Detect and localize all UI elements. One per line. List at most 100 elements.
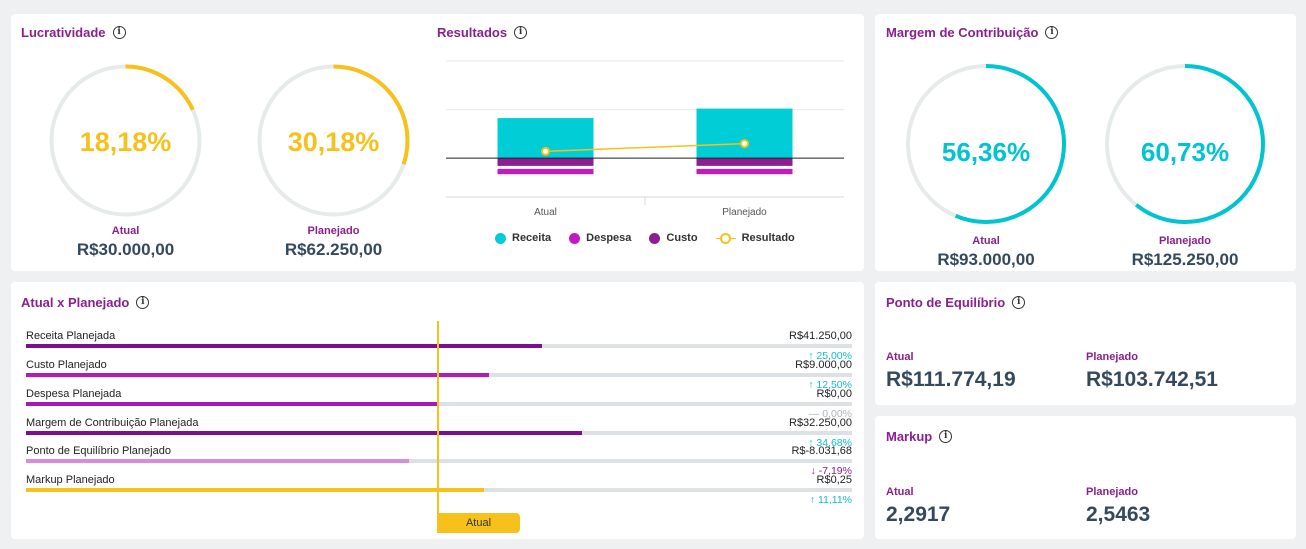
- atual-x-planejado-card: Atual x Planejado i Receita Planejada R$4…: [11, 282, 864, 539]
- markup-planejado-value: 2,5463: [1086, 503, 1151, 526]
- row-label: Custo Planejado: [26, 359, 107, 371]
- row-delta: ↑ 12,50%: [808, 379, 852, 391]
- legend-label: Despesa: [586, 232, 632, 244]
- markup-title-text: Markup: [886, 429, 933, 444]
- legend-swatch: [649, 232, 661, 244]
- margem-planejado-caption: Planejado: [1159, 235, 1211, 247]
- resultados-chart: Atual Planejado: [446, 60, 844, 218]
- row-fill: [26, 402, 439, 406]
- delta-value: 25,00%: [816, 350, 852, 362]
- row-delta: — 0,00%: [809, 408, 852, 420]
- row-delta: ↑ 34,68%: [808, 437, 852, 449]
- lucratividade-resultados-card: Lucratividade i 18,18% Atual R$30.000,00…: [11, 14, 864, 271]
- info-icon[interactable]: i: [1012, 296, 1026, 309]
- delta-arrow-icon: ↑: [809, 494, 816, 506]
- info-icon[interactable]: i: [1045, 26, 1059, 39]
- atual-marker-line: [437, 321, 439, 533]
- markup-title: Markup i: [886, 429, 953, 444]
- bar-custo: [497, 158, 594, 166]
- delta-arrow-icon: ↑: [808, 379, 814, 391]
- row-track: [26, 488, 852, 492]
- legend-receita[interactable]: Receita: [495, 232, 551, 244]
- resultados-title-text: Resultados: [437, 25, 508, 40]
- resultado-point: [740, 139, 749, 149]
- resultado-point: [541, 146, 550, 156]
- delta-value: 11,11%: [817, 494, 852, 506]
- lucratividade-title-text: Lucratividade: [21, 25, 106, 40]
- delta-value: 12,50%: [816, 379, 852, 391]
- row-fill: [26, 488, 485, 492]
- row-label: Receita Planejada: [26, 330, 116, 342]
- row-fill: [26, 344, 543, 348]
- row-value: R$41.250,00: [789, 330, 852, 342]
- lucratividade-atual-gauge: 18,18% Atual R$30.000,00: [48, 63, 203, 259]
- legend-label: Receita: [512, 232, 552, 244]
- resultado-line: [545, 142, 745, 153]
- lucratividade-planejado-percent: 30,18%: [287, 127, 380, 157]
- lucratividade-atual-amount: R$30.000,00: [76, 240, 175, 259]
- x-tick-label: Atual: [534, 207, 557, 218]
- markup-atual-caption: Atual: [886, 486, 914, 498]
- margem-planejado-gauge: 60,73% Planejado R$125.250,00: [1104, 63, 1266, 269]
- row-label: Ponto de Equilíbrio Planejado: [26, 445, 171, 457]
- ponto-equilibrio-title-text: Ponto de Equilíbrio: [886, 295, 1006, 310]
- lucratividade-title: Lucratividade i: [21, 25, 126, 40]
- markup-planejado-caption: Planejado: [1086, 486, 1138, 498]
- legend-custo[interactable]: Custo: [649, 232, 698, 244]
- row-track: [26, 344, 852, 348]
- resultados-title: Resultados i: [437, 25, 528, 40]
- bar-despesa: [696, 168, 793, 175]
- ponto-equilibrio-planejado-caption: Planejado: [1086, 351, 1138, 363]
- legend-label: Custo: [666, 232, 698, 244]
- legend-swatch: [495, 232, 506, 244]
- margem-atual-caption: Atual: [972, 235, 1000, 247]
- delta-arrow-icon: —: [808, 408, 820, 420]
- comparativo-title: Atual x Planejado i: [21, 295, 150, 310]
- margem-atual-ring: [906, 64, 1066, 224]
- ponto-equilibrio-card: Ponto de Equilíbrio i Atual R$111.774,19…: [875, 282, 1296, 405]
- row-label: Markup Planejado: [26, 474, 115, 486]
- atual-marker-label[interactable]: Atual: [437, 513, 520, 533]
- lucratividade-atual-ring: [49, 64, 202, 217]
- row-delta: ↑ 11,11%: [810, 494, 852, 506]
- legend-label: Resultado: [741, 232, 795, 244]
- legend-line-swatch: [715, 232, 736, 244]
- lucratividade-planejado-amount: R$62.250,00: [284, 240, 383, 259]
- delta-value: -7,19%: [818, 465, 852, 477]
- info-icon[interactable]: i: [136, 296, 150, 309]
- info-icon[interactable]: i: [514, 26, 528, 39]
- row-delta: ↓ -7,19%: [811, 465, 852, 477]
- legend-swatch: [569, 232, 581, 244]
- delta-value: 34,68%: [816, 437, 852, 449]
- row-track: [26, 402, 852, 406]
- margem-card: Margem de Contribuição i 56,36% Atual R$…: [875, 14, 1296, 271]
- margem-planejado-amount: R$125.250,00: [1131, 250, 1239, 269]
- markup-atual-value: 2,2917: [886, 503, 951, 526]
- legend-despesa[interactable]: Despesa: [569, 232, 631, 244]
- row-value: R$-8.031,68: [791, 445, 852, 457]
- lucratividade-planejado-ring: [257, 64, 410, 217]
- margem-planejado-ring: [1105, 64, 1265, 224]
- row-track: [26, 431, 852, 435]
- lucratividade-planejado-caption: Planejado: [307, 225, 360, 237]
- row-value: R$9.000,00: [795, 359, 852, 371]
- x-tick-label: Planejado: [722, 207, 767, 218]
- margem-atual-amount: R$93.000,00: [937, 250, 1035, 269]
- margem-planejado-percent: 60,73%: [1140, 137, 1230, 167]
- row-value: R$0,00: [816, 388, 852, 400]
- row-fill: [26, 373, 489, 377]
- margem-title-text: Margem de Contribuição: [886, 25, 1039, 40]
- row-value: R$32.250,00: [789, 417, 852, 429]
- comparativo-title-text: Atual x Planejado: [21, 295, 130, 310]
- row-fill: [26, 431, 582, 435]
- row-label: Margem de Contribuição Planejada: [26, 417, 199, 429]
- margem-title: Margem de Contribuição i: [886, 25, 1059, 40]
- row-fill: [26, 459, 410, 463]
- info-icon[interactable]: i: [112, 26, 126, 39]
- row-track: [26, 459, 852, 463]
- bar-despesa: [497, 168, 594, 175]
- margem-atual-percent: 56,36%: [941, 137, 1031, 167]
- info-icon[interactable]: i: [939, 430, 953, 443]
- row-label: Despesa Planejada: [26, 388, 122, 400]
- legend-resultado[interactable]: Resultado: [715, 232, 795, 244]
